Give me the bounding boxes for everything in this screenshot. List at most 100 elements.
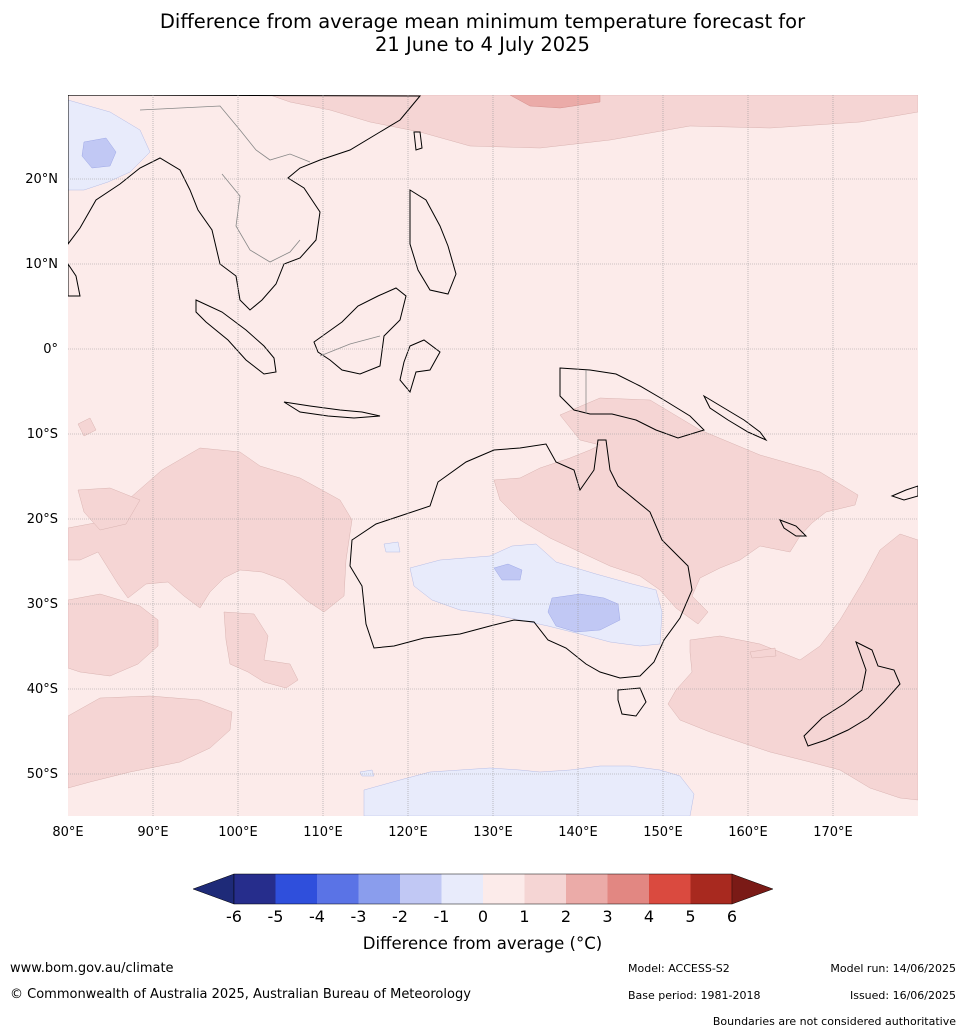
anomaly-region-southern-ocean-cool [363,765,695,816]
colorbar-outline [233,873,733,905]
anomaly-region-india-cooler [81,137,117,169]
anomaly-region-south-indian-ocean [223,611,299,689]
colorbar-tick-labels: -6 -5 -4 -3 -2 -1 0 1 2 3 4 5 6 [226,907,737,926]
anomaly-region-central-australia-cooler [493,563,523,581]
colorbar-tick-label: -6 [226,907,242,926]
anomaly-region-tasman-sea-new-zealand [667,533,918,801]
anomaly-region-small-patch [77,417,97,437]
title-line-1: Difference from average mean minimum tem… [159,10,806,33]
colorbar-swatch [649,874,691,904]
fiji-coastline [890,485,918,501]
lat-label-10n: 10°N [25,257,58,272]
map-title: Difference from average mean minimum tem… [0,10,965,56]
colorbar-swatch [234,874,276,904]
colorbar-swatch [690,874,733,904]
colorbar-tick-label: 3 [602,907,612,926]
lon-label-150e: 150°E [643,825,683,840]
border-borneo [319,335,381,357]
anomaly-region-eastern-indian-ocean [68,447,353,613]
tasmania-coastline [617,687,647,717]
model-run-date: Model run: 14/06/2025 [830,962,956,975]
sulawesi-coastline [399,339,441,394]
sumatra-coastline [195,299,277,375]
lon-label-140e: 140°E [558,825,598,840]
copyright-text: © Commonwealth of Australia 2025, Austra… [10,987,471,1002]
anomaly-minus-two-to-minus-one-regions [81,137,621,633]
map-area [68,95,918,816]
lon-label-80e: 80°E [52,825,83,840]
new-guinea-coastline [559,367,705,439]
colorbar-swatch [483,874,525,904]
colorbar-tick-label: -5 [268,907,284,926]
lon-label-100e: 100°E [218,825,258,840]
asian-mainland-coastline [68,95,422,311]
colorbar-high-extend [731,873,774,905]
anomaly-one-to-two-regions [68,95,918,801]
border-mainland-sea [221,173,301,263]
base-period: Base period: 1981-2018 [628,989,761,1002]
new-zealand-coastline [803,640,901,747]
colorbar-tick-label: 6 [727,907,737,926]
anomaly-region-northern-australia-coral-sea [493,397,859,625]
model-name: Model: ACCESS-S2 [628,962,730,975]
title-line-2: 21 June to 4 July 2025 [375,33,590,56]
colorbar-swatch [524,874,567,904]
africa-horn-edge [68,263,81,297]
lon-label-170e: 170°E [813,825,853,840]
colorbar-tick-label: 2 [561,907,571,926]
colorbar-tick-label: 1 [519,907,529,926]
colorbar-tick-label: -2 [392,907,408,926]
lat-label-10s: 10°S [27,427,58,442]
anomaly-region-southern-ocean-small [359,769,375,777]
colorbar-swatch [275,874,318,904]
legend-title: Difference from average (°C) [362,934,603,953]
colorbar-tick-label: 5 [685,907,695,926]
colorbar-swatch [441,874,484,904]
colorbar-tick-label: 4 [644,907,654,926]
lon-label-120e: 120°E [388,825,428,840]
lat-label-0: 0° [43,342,58,357]
colorbar-swatch [358,874,401,904]
colorbar: -6 -5 -4 -3 -2 -1 0 1 2 3 4 5 6 [192,873,774,926]
latitude-labels: 20°N 10°N 0° 10°S 20°S 30°S 40°S 50°S [25,172,58,782]
anomaly-region-west-indian-ocean [77,487,141,531]
lon-label-130e: 130°E [473,825,513,840]
colorbar-swatch [317,874,359,904]
solomon-islands-coastline [702,394,768,442]
lon-label-90e: 90°E [137,825,168,840]
anomaly-region-nsw-interior-cooler [547,593,621,633]
lon-label-160e: 160°E [728,825,768,840]
country-borders [139,105,587,414]
border-himalaya [139,105,311,163]
issued-date: Issued: 16/06/2025 [849,989,956,1002]
anomaly-two-to-three-regions [509,95,601,109]
colorbar-swatch [607,874,650,904]
anomaly-region-southern-ocean-west [68,695,233,789]
lat-label-50s: 50°S [27,767,58,782]
anomaly-region-tasman-small [749,647,777,659]
colorbar-tick-label: -3 [351,907,367,926]
colorbar-swatch [400,874,442,904]
lat-label-20n: 20°N [25,172,58,187]
colorbar-tick-label: -4 [309,907,325,926]
new-caledonia-coastline [778,519,808,537]
colorbar-low-extend [192,873,235,905]
philippines-coastline [409,189,457,295]
anomaly-region-north-pacific-warm [509,95,601,109]
colorbar-swatch [566,874,608,904]
australia-coastline [349,439,693,679]
website-link[interactable]: www.bom.gov.au/climate [10,961,174,976]
graticule [68,95,918,816]
taiwan-coastline [413,131,423,151]
boundaries-disclaimer: Boundaries are not considered authoritat… [712,1015,956,1028]
anomaly-region-southwest-indian-ocean [68,593,159,677]
colorbar-tick-label: 0 [478,907,488,926]
borneo-coastline [313,287,407,375]
colorbar-tick-label: -1 [434,907,450,926]
lat-label-20s: 20°S [27,512,58,527]
lon-label-110e: 110°E [303,825,343,840]
java-coastline [283,401,381,419]
colorbar-swatches [233,873,733,905]
coastlines [68,95,918,747]
